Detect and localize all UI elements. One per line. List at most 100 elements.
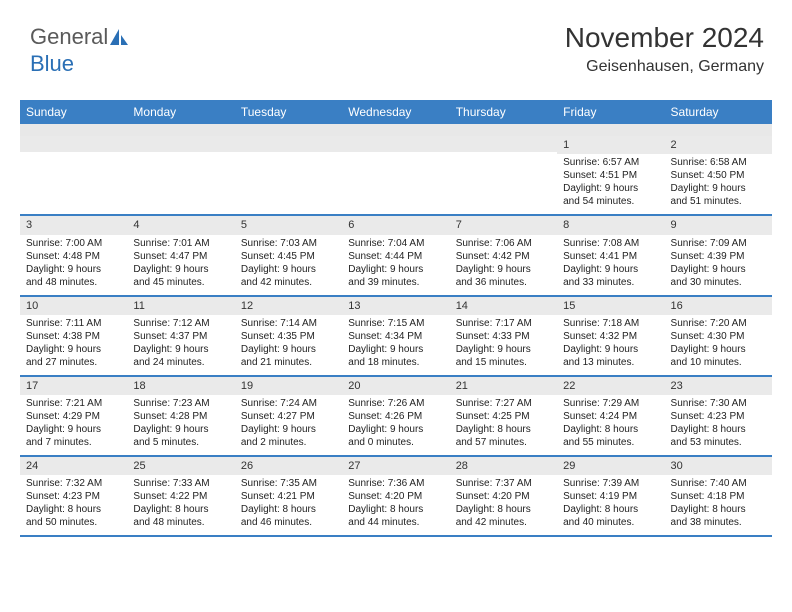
day-info-line: Sunrise: 7:09 AM — [671, 237, 766, 250]
day-info-line: Sunset: 4:39 PM — [671, 250, 766, 263]
day-info-line: Daylight: 8 hours — [456, 503, 551, 516]
day-info-line: Daylight: 9 hours — [241, 423, 336, 436]
day-number: 23 — [665, 377, 772, 395]
day-number — [127, 136, 234, 152]
day-number: 4 — [127, 216, 234, 234]
day-info-line: Sunrise: 7:00 AM — [26, 237, 121, 250]
day-number: 7 — [450, 216, 557, 234]
day-info-line: Sunset: 4:44 PM — [348, 250, 443, 263]
day-cell: 11Sunrise: 7:12 AMSunset: 4:37 PMDayligh… — [127, 297, 234, 375]
day-info-line: and 50 minutes. — [26, 516, 121, 529]
day-info-line: Sunrise: 7:35 AM — [241, 477, 336, 490]
day-cell: 24Sunrise: 7:32 AMSunset: 4:23 PMDayligh… — [20, 457, 127, 535]
day-cell: 27Sunrise: 7:36 AMSunset: 4:20 PMDayligh… — [342, 457, 449, 535]
day-info-line: Sunset: 4:29 PM — [26, 410, 121, 423]
day-info-line: Sunset: 4:20 PM — [456, 490, 551, 503]
day-content: Sunrise: 7:00 AMSunset: 4:48 PMDaylight:… — [20, 235, 127, 295]
day-content: Sunrise: 7:33 AMSunset: 4:22 PMDaylight:… — [127, 475, 234, 535]
day-info-line: Sunset: 4:24 PM — [563, 410, 658, 423]
day-info-line: and 54 minutes. — [563, 195, 658, 208]
day-info-line: Sunrise: 7:30 AM — [671, 397, 766, 410]
day-cell: 22Sunrise: 7:29 AMSunset: 4:24 PMDayligh… — [557, 377, 664, 455]
day-info-line: and 10 minutes. — [671, 356, 766, 369]
day-info-line: Sunset: 4:38 PM — [26, 330, 121, 343]
day-info-line: Sunrise: 7:27 AM — [456, 397, 551, 410]
day-info-line: Daylight: 8 hours — [671, 423, 766, 436]
day-info-line: Daylight: 9 hours — [671, 182, 766, 195]
day-info-line: Sunrise: 7:14 AM — [241, 317, 336, 330]
day-number: 2 — [665, 136, 772, 154]
day-content: Sunrise: 7:20 AMSunset: 4:30 PMDaylight:… — [665, 315, 772, 375]
day-number: 14 — [450, 297, 557, 315]
day-content — [20, 152, 127, 212]
day-info-line: Daylight: 9 hours — [563, 343, 658, 356]
day-info-line: Sunrise: 7:21 AM — [26, 397, 121, 410]
day-info-line: Sunrise: 7:40 AM — [671, 477, 766, 490]
day-content: Sunrise: 7:17 AMSunset: 4:33 PMDaylight:… — [450, 315, 557, 375]
day-info-line: Sunset: 4:47 PM — [133, 250, 228, 263]
day-content — [342, 152, 449, 212]
day-cell: 16Sunrise: 7:20 AMSunset: 4:30 PMDayligh… — [665, 297, 772, 375]
day-info-line: Sunrise: 7:08 AM — [563, 237, 658, 250]
day-content: Sunrise: 7:29 AMSunset: 4:24 PMDaylight:… — [557, 395, 664, 455]
day-number: 18 — [127, 377, 234, 395]
day-cell: 20Sunrise: 7:26 AMSunset: 4:26 PMDayligh… — [342, 377, 449, 455]
day-cell: 14Sunrise: 7:17 AMSunset: 4:33 PMDayligh… — [450, 297, 557, 375]
day-info-line: Sunset: 4:18 PM — [671, 490, 766, 503]
day-info-line: Sunset: 4:48 PM — [26, 250, 121, 263]
day-info-line: Sunset: 4:34 PM — [348, 330, 443, 343]
day-info-line: Daylight: 8 hours — [348, 503, 443, 516]
day-number: 10 — [20, 297, 127, 315]
day-number: 22 — [557, 377, 664, 395]
day-content: Sunrise: 7:15 AMSunset: 4:34 PMDaylight:… — [342, 315, 449, 375]
day-number: 19 — [235, 377, 342, 395]
day-content: Sunrise: 7:01 AMSunset: 4:47 PMDaylight:… — [127, 235, 234, 295]
day-info-line: Sunset: 4:25 PM — [456, 410, 551, 423]
day-info-line: Sunset: 4:22 PM — [133, 490, 228, 503]
day-info-line: Daylight: 9 hours — [241, 343, 336, 356]
day-cell: 13Sunrise: 7:15 AMSunset: 4:34 PMDayligh… — [342, 297, 449, 375]
day-number — [450, 136, 557, 152]
day-cell — [127, 136, 234, 214]
day-number: 27 — [342, 457, 449, 475]
month-title: November 2024 — [565, 22, 764, 54]
day-info-line: Sunrise: 7:24 AM — [241, 397, 336, 410]
day-info-line: Sunrise: 7:36 AM — [348, 477, 443, 490]
day-info-line: Sunrise: 7:32 AM — [26, 477, 121, 490]
day-number: 6 — [342, 216, 449, 234]
day-info-line: Sunrise: 7:20 AM — [671, 317, 766, 330]
day-info-line: Sunrise: 7:12 AM — [133, 317, 228, 330]
week-row: 17Sunrise: 7:21 AMSunset: 4:29 PMDayligh… — [20, 377, 772, 457]
day-content: Sunrise: 6:58 AMSunset: 4:50 PMDaylight:… — [665, 154, 772, 214]
day-info-line: and 40 minutes. — [563, 516, 658, 529]
day-number: 11 — [127, 297, 234, 315]
day-info-line: and 48 minutes. — [26, 276, 121, 289]
day-content: Sunrise: 7:14 AMSunset: 4:35 PMDaylight:… — [235, 315, 342, 375]
day-cell: 1Sunrise: 6:57 AMSunset: 4:51 PMDaylight… — [557, 136, 664, 214]
day-number: 24 — [20, 457, 127, 475]
day-cell: 9Sunrise: 7:09 AMSunset: 4:39 PMDaylight… — [665, 216, 772, 294]
day-number: 29 — [557, 457, 664, 475]
day-info-line: and 7 minutes. — [26, 436, 121, 449]
day-content: Sunrise: 7:27 AMSunset: 4:25 PMDaylight:… — [450, 395, 557, 455]
day-info-line: Sunrise: 7:01 AM — [133, 237, 228, 250]
day-cell: 4Sunrise: 7:01 AMSunset: 4:47 PMDaylight… — [127, 216, 234, 294]
day-number: 26 — [235, 457, 342, 475]
header-right: November 2024 Geisenhausen, Germany — [565, 22, 764, 76]
day-info-line: Sunset: 4:30 PM — [671, 330, 766, 343]
day-cell: 6Sunrise: 7:04 AMSunset: 4:44 PMDaylight… — [342, 216, 449, 294]
weekday-label: Tuesday — [235, 100, 342, 124]
day-content: Sunrise: 7:11 AMSunset: 4:38 PMDaylight:… — [20, 315, 127, 375]
day-info-line: Daylight: 9 hours — [456, 343, 551, 356]
day-info-line: Sunset: 4:37 PM — [133, 330, 228, 343]
day-info-line: Daylight: 9 hours — [133, 263, 228, 276]
day-cell: 7Sunrise: 7:06 AMSunset: 4:42 PMDaylight… — [450, 216, 557, 294]
day-info-line: Sunset: 4:28 PM — [133, 410, 228, 423]
day-info-line: Sunrise: 7:06 AM — [456, 237, 551, 250]
day-info-line: and 30 minutes. — [671, 276, 766, 289]
day-content: Sunrise: 7:40 AMSunset: 4:18 PMDaylight:… — [665, 475, 772, 535]
weekday-label: Thursday — [450, 100, 557, 124]
day-info-line: and 48 minutes. — [133, 516, 228, 529]
day-content: Sunrise: 7:30 AMSunset: 4:23 PMDaylight:… — [665, 395, 772, 455]
day-cell: 19Sunrise: 7:24 AMSunset: 4:27 PMDayligh… — [235, 377, 342, 455]
